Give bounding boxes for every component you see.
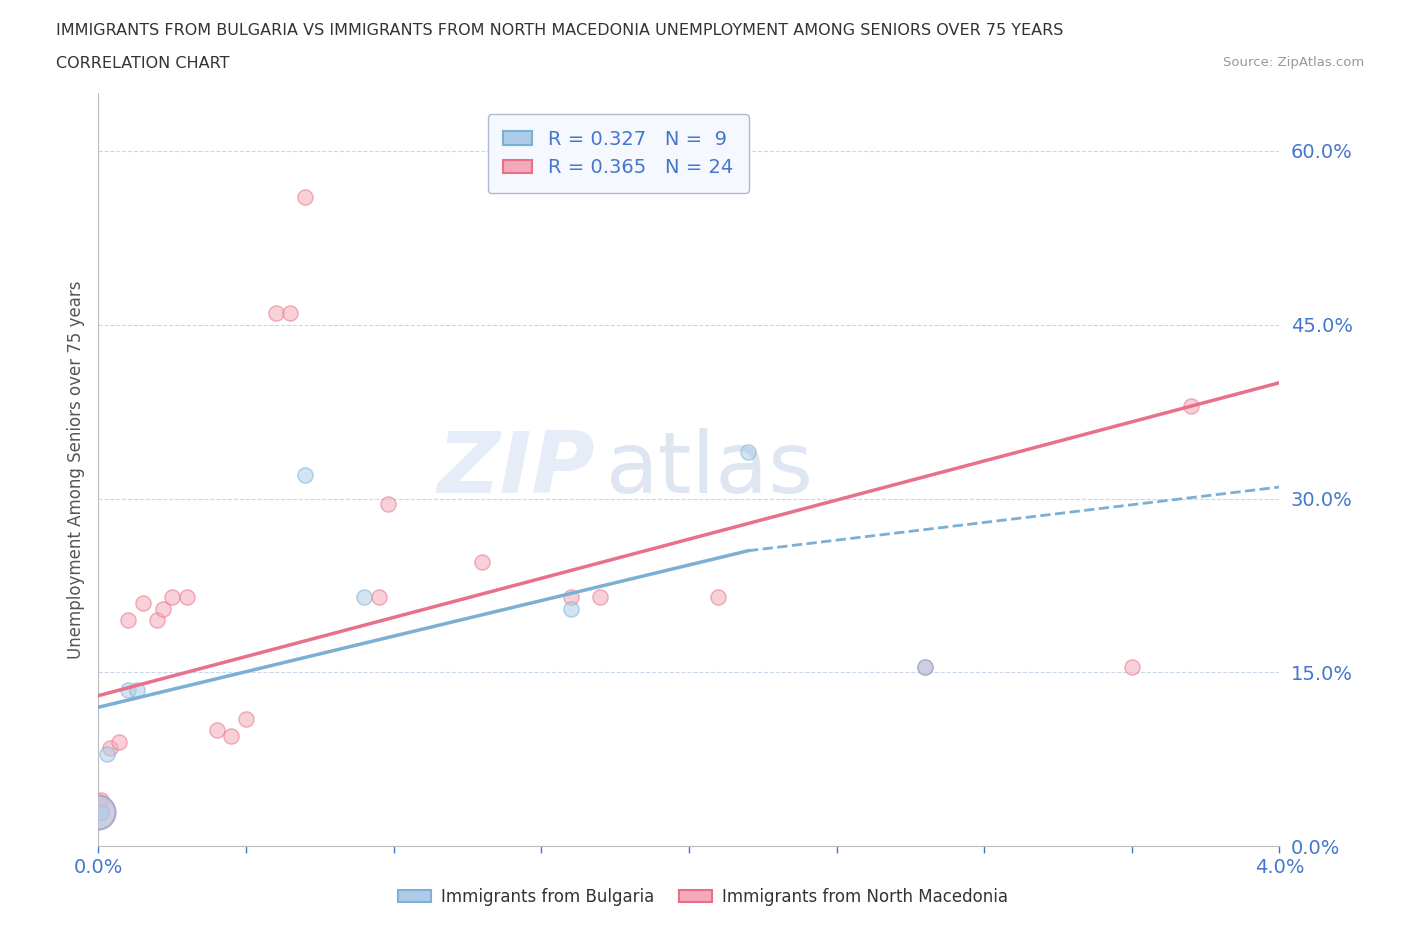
Y-axis label: Unemployment Among Seniors over 75 years: Unemployment Among Seniors over 75 years bbox=[66, 281, 84, 658]
Point bbox=[90, 804, 112, 819]
Point bbox=[146, 613, 169, 628]
Text: ZIP: ZIP bbox=[437, 428, 595, 512]
Point bbox=[87, 804, 110, 819]
Point bbox=[914, 659, 936, 674]
Point bbox=[176, 590, 198, 604]
Point bbox=[90, 792, 112, 807]
Point bbox=[1121, 659, 1143, 674]
Point bbox=[707, 590, 730, 604]
Point bbox=[914, 659, 936, 674]
Point bbox=[560, 602, 582, 617]
Point bbox=[221, 729, 243, 744]
Point bbox=[264, 306, 287, 321]
Point bbox=[280, 306, 302, 321]
Point bbox=[377, 497, 399, 512]
Point bbox=[152, 602, 174, 617]
Point bbox=[560, 590, 582, 604]
Point bbox=[87, 804, 110, 819]
Point bbox=[108, 735, 131, 750]
Text: atlas: atlas bbox=[606, 428, 814, 512]
Point bbox=[96, 746, 118, 761]
Point bbox=[589, 590, 612, 604]
Legend: R = 0.327   N =  9, R = 0.365   N = 24: R = 0.327 N = 9, R = 0.365 N = 24 bbox=[488, 114, 748, 193]
Text: CORRELATION CHART: CORRELATION CHART bbox=[56, 56, 229, 71]
Point bbox=[162, 590, 183, 604]
Legend: Immigrants from Bulgaria, Immigrants from North Macedonia: Immigrants from Bulgaria, Immigrants fro… bbox=[391, 881, 1015, 912]
Point bbox=[294, 468, 316, 483]
Point bbox=[737, 445, 759, 459]
Point bbox=[235, 711, 257, 726]
Point bbox=[132, 595, 155, 610]
Point bbox=[205, 723, 228, 737]
Point bbox=[294, 190, 316, 205]
Point bbox=[117, 613, 139, 628]
Point bbox=[117, 683, 139, 698]
Text: Source: ZipAtlas.com: Source: ZipAtlas.com bbox=[1223, 56, 1364, 69]
Point bbox=[125, 683, 148, 698]
Point bbox=[353, 590, 375, 604]
Text: IMMIGRANTS FROM BULGARIA VS IMMIGRANTS FROM NORTH MACEDONIA UNEMPLOYMENT AMONG S: IMMIGRANTS FROM BULGARIA VS IMMIGRANTS F… bbox=[56, 23, 1063, 38]
Point bbox=[368, 590, 391, 604]
Point bbox=[98, 740, 121, 755]
Point bbox=[471, 555, 494, 570]
Point bbox=[1180, 398, 1202, 413]
